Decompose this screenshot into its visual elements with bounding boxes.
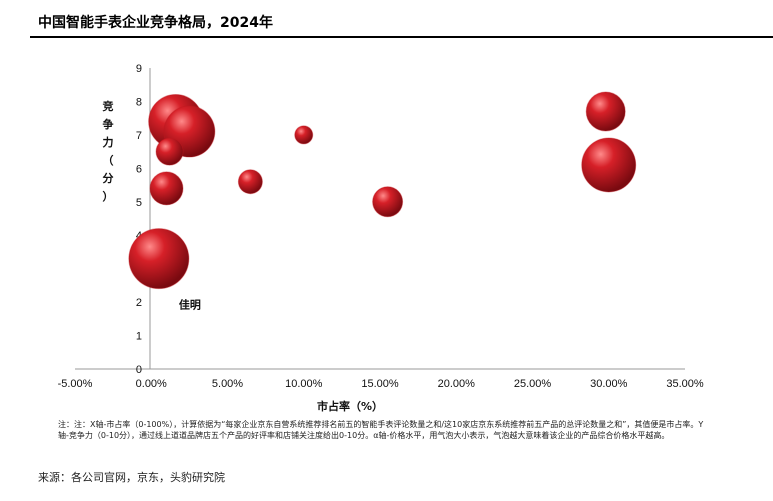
y-tick-label: 2 [136, 297, 142, 309]
y-axis-title: 竞争力（分） [103, 99, 114, 203]
x-tick-label: 35.00% [666, 378, 704, 390]
source-line: 来源：各公司官网，京东，头豹研究院 [38, 471, 225, 484]
x-tick-label: 0.00% [136, 378, 167, 390]
title-divider [30, 36, 773, 38]
chart-footnote: 注：注：X轴-市占率（0-100%），计算依据为“每家企业京东自营系统推荐排名前… [58, 420, 704, 440]
y-tick-label: 8 [136, 96, 142, 108]
bubble-point [155, 137, 184, 166]
bubble-label: 佳明 [179, 298, 201, 312]
x-tick-label: 20.00% [438, 378, 476, 390]
x-tick-label: 10.00% [285, 378, 323, 390]
y-tick-label: 5 [136, 197, 142, 209]
bubble-point [237, 169, 263, 195]
x-tick-label: 15.00% [361, 378, 399, 390]
bubble-point [149, 171, 184, 206]
x-tick-label: 30.00% [590, 378, 628, 390]
bubble-point [128, 228, 190, 290]
bubble-point [294, 125, 314, 145]
y-tick-label: 1 [136, 331, 142, 343]
bubble-point [581, 137, 637, 193]
chart-title: 中国智能手表企业竞争格局，2024年 [38, 15, 273, 31]
bubble-point [585, 91, 626, 132]
y-tick-label: 6 [136, 163, 142, 175]
x-tick-label: -5.00% [58, 378, 93, 390]
x-tick-label: 25.00% [514, 378, 552, 390]
y-tick-label: 9 [136, 63, 142, 75]
x-tick-label: 5.00% [212, 378, 243, 390]
bubble-point [372, 186, 404, 218]
y-tick-label: 7 [136, 130, 142, 142]
x-axis-title: 市占率（%） [317, 399, 383, 413]
y-tick-label: 0 [136, 364, 142, 376]
